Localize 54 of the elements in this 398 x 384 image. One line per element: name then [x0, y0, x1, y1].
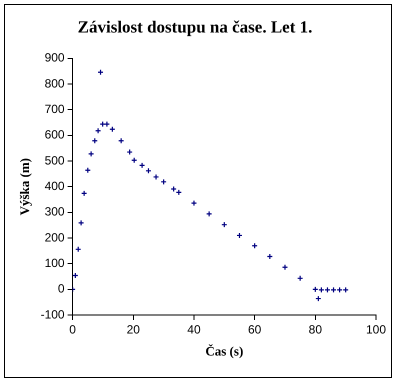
point [81, 190, 88, 196]
point [131, 157, 138, 164]
point [78, 220, 84, 226]
y-tick-label: 700 [44, 102, 65, 116]
point [318, 286, 324, 293]
y-tick-label: 600 [44, 128, 65, 142]
point [266, 253, 273, 260]
point [145, 168, 152, 174]
chart-title: Závislost dostupu na čase. Let 1. [78, 18, 312, 37]
point [100, 120, 106, 128]
x-tick-label: 40 [187, 322, 201, 337]
point [206, 210, 212, 217]
y-tick-label: 400 [44, 179, 65, 194]
x-tick-label: 80 [308, 322, 322, 337]
point [97, 69, 104, 76]
point [190, 200, 198, 206]
point [84, 167, 91, 174]
point [75, 246, 82, 252]
y-tick-label: -100 [40, 307, 65, 322]
point [138, 162, 146, 168]
point [342, 286, 349, 293]
point [118, 138, 124, 144]
point [221, 222, 228, 228]
y-tick-label: 800 [44, 76, 65, 90]
point [336, 286, 343, 293]
point [72, 272, 78, 279]
y-tick-label: 100 [44, 256, 65, 270]
y-tick-label: 300 [44, 204, 65, 219]
y-tick-label: 900 [44, 50, 65, 65]
point [104, 120, 110, 128]
point [88, 150, 94, 157]
point [312, 286, 318, 292]
point [160, 178, 167, 185]
point [152, 174, 160, 180]
x-tick-label: 60 [248, 322, 262, 337]
point [236, 232, 243, 239]
point [315, 295, 322, 302]
point [282, 264, 288, 270]
x-axis-title: Čas (s) [205, 344, 244, 359]
point [324, 286, 331, 293]
point [297, 275, 304, 282]
x-tick-label: 0 [69, 322, 76, 337]
point [109, 126, 116, 132]
y-tick-label: 0 [58, 282, 65, 296]
point [95, 128, 102, 134]
point [330, 286, 337, 293]
y-tick-label: 500 [44, 153, 65, 168]
y-axis-title: Výška (m) [17, 158, 32, 216]
point [252, 242, 258, 249]
x-tick-label: 20 [126, 322, 140, 337]
x-tick-label: 100 [366, 322, 386, 337]
point [92, 138, 98, 144]
point [126, 148, 133, 156]
y-tick-label: 200 [44, 230, 65, 244]
